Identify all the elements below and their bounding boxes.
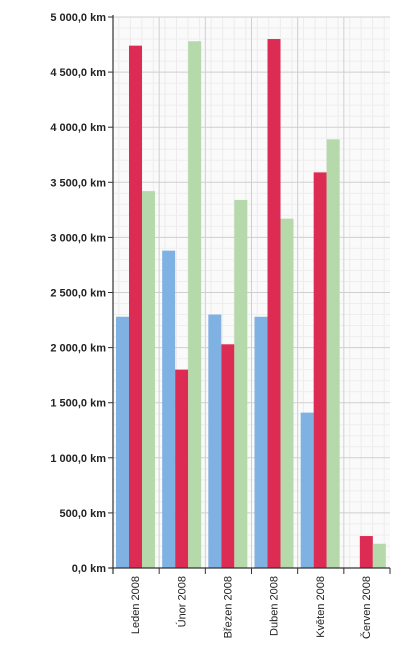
x-tick-label: Červen 2008 xyxy=(360,576,373,639)
bar xyxy=(221,344,235,568)
bar xyxy=(234,199,248,568)
bar xyxy=(142,191,155,568)
x-axis-tick-labels: Leden 2008 Únor 2008 Březen 2008 Duben 2008… xyxy=(130,576,373,639)
bar xyxy=(175,369,189,568)
y-tick-label: 0,0 km xyxy=(72,563,106,575)
axes xyxy=(108,15,391,574)
bar xyxy=(280,218,294,568)
bar xyxy=(300,412,314,568)
y-tick-label: 1 000,0 km xyxy=(50,453,106,465)
x-tick-label: Duben 2008 xyxy=(269,576,281,636)
bar xyxy=(208,314,222,568)
bar xyxy=(359,536,373,568)
x-tick-label: Únor 2008 xyxy=(175,576,188,627)
y-tick-label: 3 500,0 km xyxy=(50,177,106,189)
y-axis-tick-labels: 0,0 km 500,0 km 1 000,0 km 1 500,0 km 2 000,… xyxy=(50,12,106,575)
bar xyxy=(372,543,386,568)
x-tick-label: Březen 2008 xyxy=(222,576,234,638)
bar xyxy=(116,316,129,568)
bars xyxy=(116,39,386,569)
bar xyxy=(162,250,176,568)
y-tick-label: 500,0 km xyxy=(60,508,107,520)
x-tick-label: Květen 2008 xyxy=(315,576,327,638)
x-tick-label: Leden 2008 xyxy=(130,576,142,634)
y-tick-label: 2 000,0 km xyxy=(50,343,106,355)
bar xyxy=(129,45,142,569)
bar xyxy=(313,172,327,568)
y-tick-label: 2 500,0 km xyxy=(50,288,106,300)
y-tick-label: 5 000,0 km xyxy=(50,12,106,24)
bar xyxy=(188,41,202,568)
bar xyxy=(326,139,340,568)
y-tick-label: 4 000,0 km xyxy=(50,122,106,134)
bar xyxy=(267,39,281,569)
y-tick-label: 4 500,0 km xyxy=(50,67,106,79)
y-tick-label: 3 000,0 km xyxy=(50,232,106,244)
bar xyxy=(254,316,268,568)
y-tick-label: 1 500,0 km xyxy=(50,398,106,410)
